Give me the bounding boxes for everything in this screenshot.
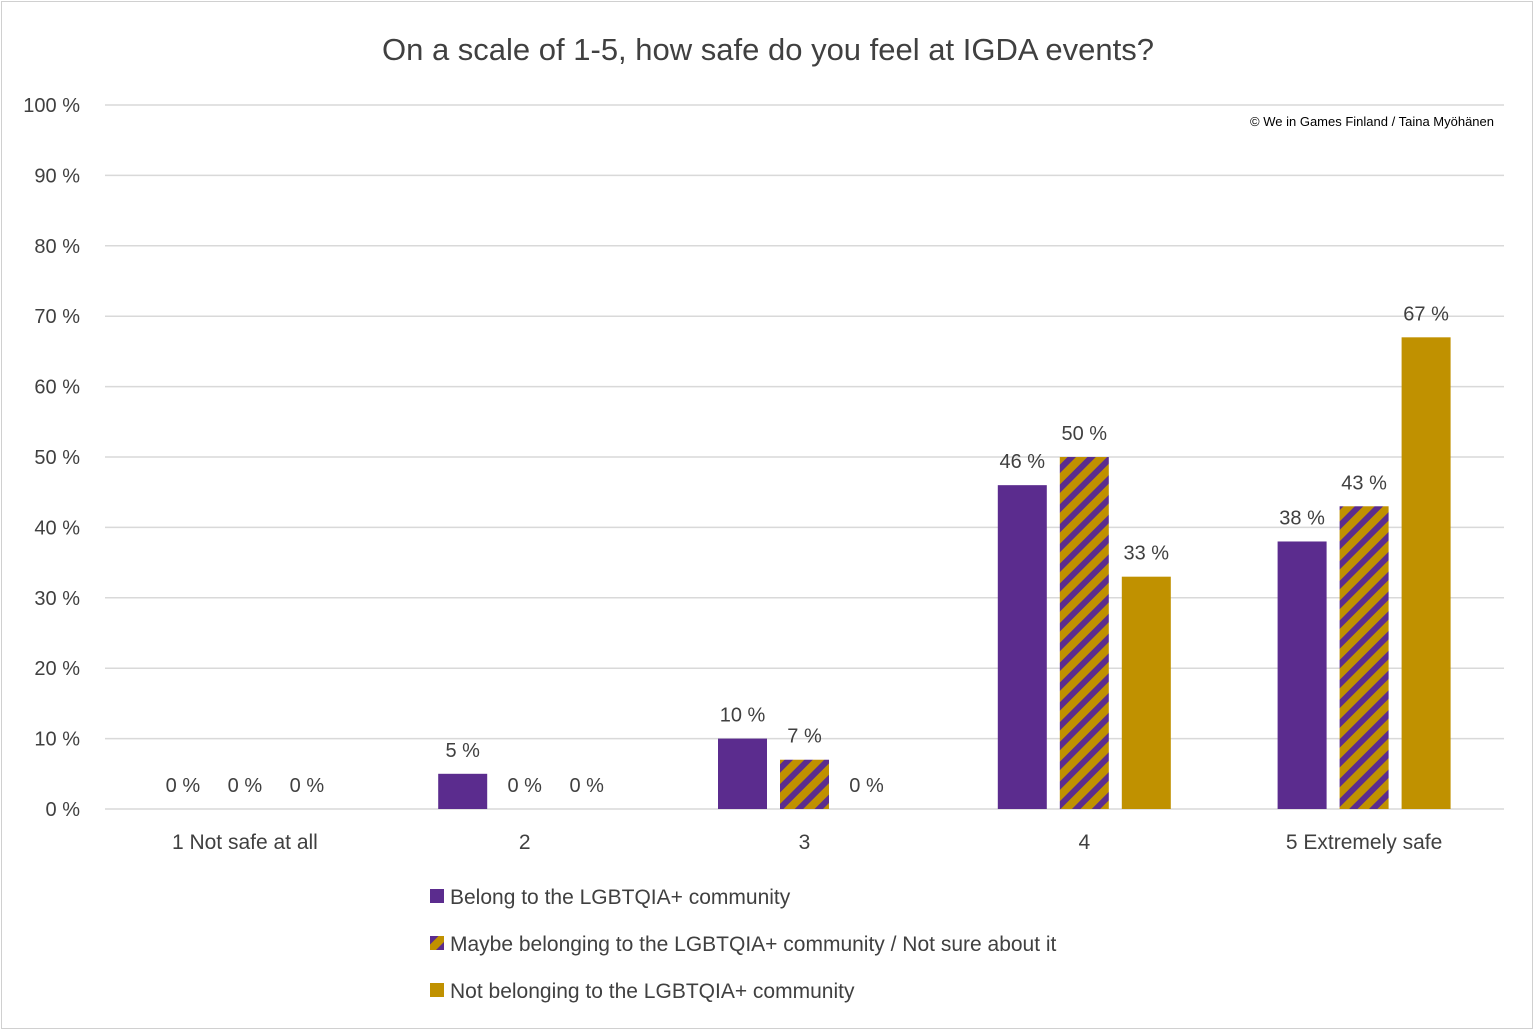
y-tick-label: 30 %: [34, 588, 80, 610]
y-tick-label: 10 %: [34, 729, 80, 751]
gridlines: [105, 104, 1504, 810]
y-tick-label: 0 %: [46, 799, 81, 821]
y-tick-label: 80 %: [34, 236, 80, 258]
data-label: 0 %: [290, 775, 325, 797]
bar: [780, 759, 829, 809]
y-tick-label: 50 %: [34, 447, 80, 469]
legend-label: Belong to the LGBTQIA+ community: [450, 886, 791, 909]
bar: [1121, 576, 1171, 809]
data-label: 7 %: [787, 726, 822, 748]
x-category-label: 2: [519, 831, 531, 854]
y-tick-label: 60 %: [34, 377, 80, 399]
data-label: 0 %: [166, 775, 201, 797]
y-tick-label: 70 %: [34, 306, 80, 328]
chart-credit: © We in Games Finland / Taina Myöhänen: [1250, 114, 1494, 129]
y-tick-label: 40 %: [34, 517, 80, 539]
data-label: 43 %: [1341, 472, 1387, 494]
data-label: 0 %: [507, 775, 542, 797]
chart-title: On a scale of 1-5, how safe do you feel …: [382, 32, 1154, 67]
legend-label: Not belonging to the LGBTQIA+ community: [450, 980, 855, 1003]
data-labels: 0 % 0 % 0 % 5 % 0 % 0 % 10 % 7 % 0 % 46 % 50 % 33 %…: [166, 303, 1449, 797]
data-label: 10 %: [720, 705, 766, 727]
data-label: 0 %: [569, 775, 604, 797]
bar: [1401, 337, 1451, 809]
x-category-label: 5 Extremely safe: [1286, 831, 1442, 854]
data-label: 0 %: [228, 775, 263, 797]
x-category-label: 3: [799, 831, 811, 854]
data-label: 67 %: [1403, 303, 1449, 325]
bar: [438, 773, 488, 809]
x-category-label: 1 Not safe at all: [172, 831, 318, 854]
legend: Belong to the LGBTQIA+ community Maybe be…: [430, 886, 1057, 1003]
data-label: 0 %: [849, 775, 884, 797]
bar: [1277, 541, 1327, 809]
y-tick-label: 100 %: [23, 95, 80, 117]
bar: [997, 485, 1047, 809]
legend-swatch: [430, 889, 444, 903]
bar: [1339, 506, 1389, 809]
y-tick-label: 20 %: [34, 658, 80, 680]
data-label: 38 %: [1279, 507, 1325, 529]
legend-swatch: [430, 936, 444, 950]
x-axis: 1 Not safe at all 2 3 4 5 Extremely safe: [172, 831, 1442, 854]
bar: [1059, 457, 1109, 809]
legend-swatch: [430, 983, 444, 997]
bar: [718, 738, 767, 809]
data-label: 46 %: [1000, 451, 1046, 473]
legend-label: Maybe belonging to the LGBTQIA+ communit…: [450, 933, 1057, 956]
y-axis: 0 % 10 % 20 % 30 % 40 % 50 % 60 % 70 % 80 % 90 % 1…: [23, 95, 80, 821]
y-tick-label: 90 %: [34, 165, 80, 187]
data-label: 33 %: [1124, 543, 1170, 565]
data-label: 5 %: [445, 740, 480, 762]
data-label: 50 %: [1062, 423, 1108, 445]
x-category-label: 4: [1078, 831, 1090, 854]
bars: [438, 337, 1451, 809]
